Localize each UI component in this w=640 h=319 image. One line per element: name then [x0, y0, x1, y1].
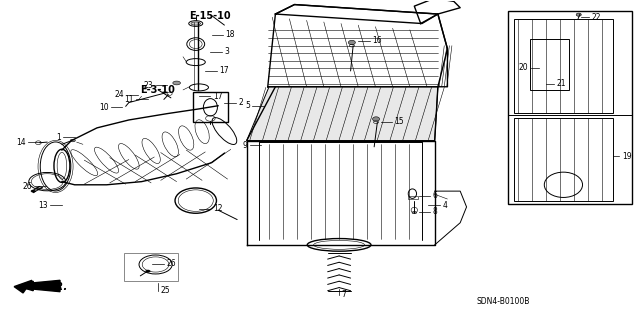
Polygon shape [17, 281, 33, 291]
Text: 26: 26 [166, 259, 176, 268]
Text: 3: 3 [225, 48, 229, 56]
Text: 2: 2 [239, 98, 243, 107]
Text: 20: 20 [519, 63, 529, 72]
Text: 7: 7 [342, 290, 346, 299]
Text: 18: 18 [226, 30, 235, 39]
Text: 22: 22 [591, 13, 601, 22]
Polygon shape [14, 280, 32, 293]
Ellipse shape [412, 211, 417, 214]
Text: FR.: FR. [49, 282, 68, 292]
Text: 10: 10 [99, 103, 108, 112]
Ellipse shape [348, 40, 355, 45]
Ellipse shape [146, 270, 150, 272]
Text: 4: 4 [442, 201, 447, 210]
Bar [124, 253, 178, 281]
Text: 8: 8 [433, 207, 438, 216]
Bar [531, 39, 568, 90]
Ellipse shape [37, 187, 42, 189]
Text: 23: 23 [143, 81, 153, 90]
Text: 13: 13 [38, 201, 48, 210]
Text: E-15-10: E-15-10 [189, 11, 231, 21]
Text: 24: 24 [115, 90, 124, 99]
Bar [508, 11, 632, 204]
Text: 17: 17 [220, 66, 229, 76]
Text: 16: 16 [372, 36, 382, 45]
Text: 11: 11 [124, 95, 134, 104]
Text: SDN4-B0100B: SDN4-B0100B [476, 297, 529, 306]
Text: 15: 15 [394, 117, 404, 126]
Text: 9: 9 [243, 141, 247, 150]
Text: 19: 19 [622, 152, 632, 161]
Text: 14: 14 [16, 137, 26, 147]
Text: 1: 1 [56, 133, 61, 142]
Text: 26: 26 [22, 182, 32, 191]
Text: 17: 17 [213, 92, 223, 101]
Text: 6: 6 [433, 191, 438, 200]
Ellipse shape [31, 190, 35, 192]
Polygon shape [27, 280, 60, 292]
Text: 21: 21 [556, 79, 566, 88]
Text: 25: 25 [160, 286, 170, 295]
Ellipse shape [173, 81, 180, 85]
Ellipse shape [576, 13, 581, 16]
Text: 5: 5 [245, 101, 250, 110]
Ellipse shape [372, 117, 380, 121]
Bar [408, 196, 418, 199]
Ellipse shape [70, 139, 76, 142]
Bar [193, 92, 228, 122]
Text: E-3-10: E-3-10 [140, 85, 175, 95]
Text: 12: 12 [213, 204, 223, 213]
Polygon shape [246, 87, 438, 141]
Ellipse shape [191, 22, 200, 25]
